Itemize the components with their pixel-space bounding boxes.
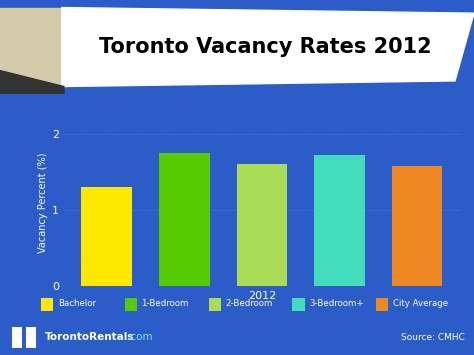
Text: Bachelor: Bachelor bbox=[58, 299, 96, 308]
Text: 3-Bedroom+: 3-Bedroom+ bbox=[309, 299, 364, 308]
Bar bbox=[314, 155, 365, 286]
Bar bbox=[159, 153, 210, 286]
FancyBboxPatch shape bbox=[12, 327, 22, 348]
FancyBboxPatch shape bbox=[41, 298, 54, 311]
FancyBboxPatch shape bbox=[125, 298, 137, 311]
Text: TorontoRentals: TorontoRentals bbox=[45, 332, 135, 342]
FancyBboxPatch shape bbox=[209, 298, 221, 311]
Bar bbox=[392, 166, 442, 286]
Text: 1-Bedroom: 1-Bedroom bbox=[141, 299, 189, 308]
Bar bbox=[82, 187, 132, 286]
Text: Toronto Vacancy Rates 2012: Toronto Vacancy Rates 2012 bbox=[99, 37, 432, 57]
Y-axis label: Vacancy Percent (%): Vacancy Percent (%) bbox=[38, 152, 48, 253]
FancyBboxPatch shape bbox=[292, 298, 304, 311]
FancyBboxPatch shape bbox=[26, 327, 36, 348]
Text: Source: CMHC: Source: CMHC bbox=[401, 333, 465, 342]
FancyBboxPatch shape bbox=[376, 298, 388, 311]
Text: .com: .com bbox=[128, 332, 154, 342]
Polygon shape bbox=[0, 7, 64, 87]
Text: 2-Bedroom: 2-Bedroom bbox=[225, 299, 273, 308]
Bar bbox=[237, 164, 287, 286]
Text: City Average: City Average bbox=[392, 299, 448, 308]
Polygon shape bbox=[0, 71, 64, 94]
Polygon shape bbox=[62, 7, 474, 87]
